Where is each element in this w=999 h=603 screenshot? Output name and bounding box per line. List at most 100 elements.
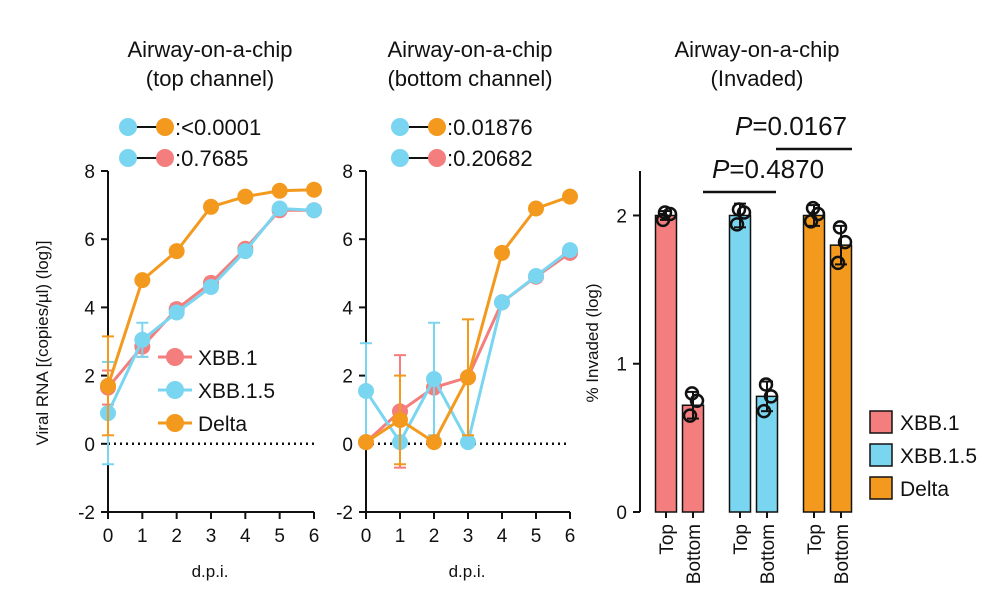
x-tick-label: 5 (531, 526, 542, 547)
panel1-comparison-2-label: :0.7685 (175, 146, 248, 171)
y-tick-label: 2 (84, 367, 95, 388)
x-axis-label: d.p.i. (192, 562, 229, 581)
p-symbol: P (735, 111, 753, 141)
x-tick-label: 4 (497, 526, 508, 547)
data-point (358, 434, 374, 451)
x-tick-label: Top (805, 524, 826, 555)
bar-delta-bottom (829, 220, 853, 513)
legend-item-xbb15: XBB.1.5 (869, 443, 977, 468)
panel-bottom-channel: Airway-on-a-chip (bottom channel) :0.018… (336, 37, 578, 581)
data-point (306, 181, 322, 198)
replicate-point (832, 220, 848, 235)
panel1-plot-area (100, 181, 322, 466)
data-point (358, 382, 374, 399)
comparison-dot-xbb15 (119, 118, 137, 136)
y-tick-label: 2 (342, 367, 353, 388)
x-tick-label: 2 (429, 526, 440, 547)
bar-xbb1-bottom (681, 386, 705, 513)
bar-delta-top (802, 200, 826, 513)
series-xbb15 (100, 200, 322, 466)
data-point (134, 272, 151, 289)
data-point (134, 331, 151, 348)
comparison-dot-delta (156, 118, 174, 136)
panel2-comparison-2-label: :0.20682 (447, 146, 533, 171)
panel3-title-line1: Airway-on-a-chip (674, 37, 839, 62)
y-tick-label: 6 (342, 230, 353, 251)
x-tick-label: 0 (361, 526, 372, 547)
significance-annotation-1: P=0.4870 (703, 154, 824, 194)
data-point (494, 294, 510, 311)
data-point (460, 434, 476, 451)
legend-label: XBB.1 (198, 347, 258, 370)
data-point (203, 278, 219, 295)
data-point (203, 198, 219, 215)
significance-label: P=0.4870 (712, 154, 824, 184)
x-tick-label: 6 (309, 526, 320, 547)
data-point (562, 242, 578, 259)
replicate-point (805, 200, 821, 216)
legend-item-xbb1: XBB.1 (158, 347, 258, 370)
x-axis-label: d.p.i. (449, 562, 486, 581)
x-tick-label: 3 (206, 526, 217, 547)
y-tick-label: 0 (616, 503, 627, 524)
x-tick-label: Bottom (684, 524, 705, 584)
legend-item-delta: Delta (869, 476, 949, 501)
comparison-dot-xbb1 (428, 149, 446, 167)
data-point (392, 411, 408, 428)
y-tick-label: 8 (84, 162, 95, 183)
y-tick-label: 0 (84, 435, 95, 456)
panel3-axes: 0 1 2 Top Bottom Top Bottom Top Bottom (616, 171, 853, 584)
y-tick-label: 8 (342, 162, 353, 183)
comparison-dot-xbb1 (156, 149, 174, 167)
legend-label: Delta (198, 413, 247, 436)
legend-marker (166, 348, 184, 366)
panel2-title-line1: Airway-on-a-chip (387, 37, 552, 62)
x-tick-label: Top (657, 524, 678, 555)
panel3-legend: XBB.1 XBB.1.5 Delta (869, 410, 977, 501)
x-tick-label: 5 (274, 526, 285, 547)
y-tick-label: -2 (78, 503, 95, 524)
legend-swatch (869, 443, 893, 467)
panel3-title-line2: (Invaded) (711, 66, 804, 91)
bar-xbb1-top (654, 205, 678, 513)
comparison-dot-xbb15 (119, 149, 137, 167)
replicate-point (729, 217, 745, 232)
x-tick-label: 4 (240, 526, 251, 547)
significance-label: P=0.0167 (735, 111, 847, 141)
legend-label: XBB.1.5 (900, 445, 977, 468)
x-tick-label: 6 (565, 526, 576, 547)
legend-marker (166, 414, 184, 432)
data-point (168, 243, 185, 260)
p-value: =0.4870 (729, 154, 824, 184)
data-point (494, 244, 510, 261)
panel2-axes: -2 0 2 4 6 8 0 1 2 3 4 5 6 (336, 162, 575, 547)
panel3-plot-area (654, 200, 853, 513)
panel-top-channel: Airway-on-a-chip (top channel) :<0.0001 … (33, 37, 322, 581)
data-point (426, 434, 442, 451)
x-tick-label: Top (731, 524, 752, 555)
comparison-dot-xbb15 (391, 118, 409, 136)
replicate-point (830, 255, 846, 271)
comparison-dot-xbb15 (391, 149, 409, 167)
panel1-title-line2: (top channel) (146, 66, 274, 91)
panel1-title-line1: Airway-on-a-chip (127, 37, 292, 62)
panel2-comparison-2: :0.20682 (391, 146, 533, 171)
legend-swatch (869, 476, 893, 500)
y-tick-label: 0 (342, 435, 353, 456)
legend-swatch (869, 410, 893, 434)
panel2-title-line2: (bottom channel) (387, 66, 552, 91)
replicate-point (657, 205, 673, 220)
series-delta (100, 181, 322, 437)
legend-label: XBB.1 (900, 412, 960, 435)
replicate-point (763, 389, 779, 404)
significance-annotation-2: P=0.0167 (735, 111, 852, 151)
legend-item-xbb15: XBB.1.5 (158, 380, 275, 403)
x-tick-label: 2 (171, 526, 182, 547)
data-point (271, 182, 288, 199)
legend-item-delta: Delta (158, 413, 247, 436)
panel1-legend: XBB.1 XBB.1.5 Delta (158, 347, 275, 436)
x-tick-label: Bottom (832, 524, 853, 584)
bar-xbb15-bottom (755, 377, 779, 513)
y-tick-label: 2 (616, 206, 627, 227)
legend-label: Delta (900, 478, 949, 501)
